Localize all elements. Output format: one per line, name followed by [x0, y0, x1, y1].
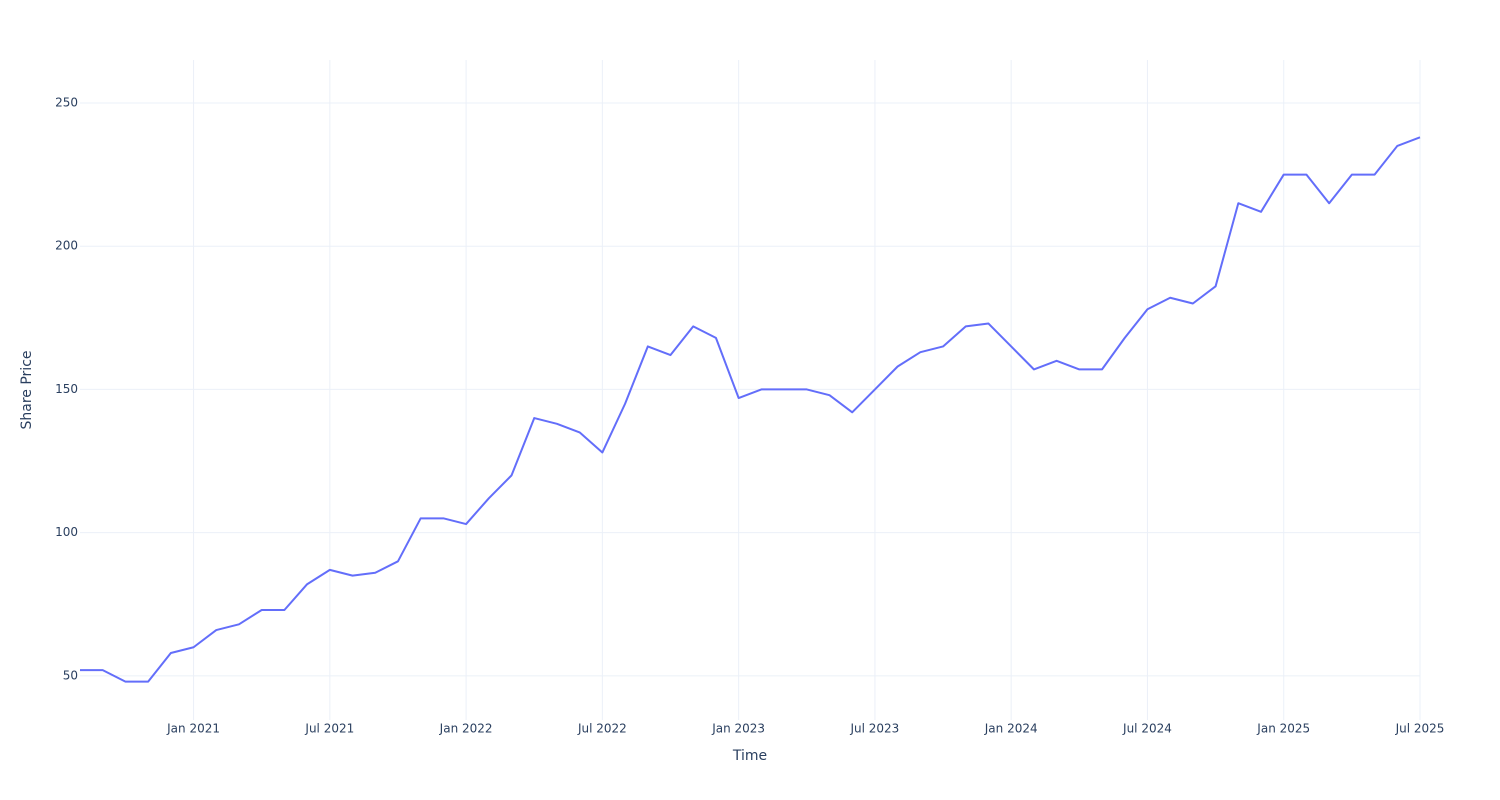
x-tick-label: Jan 2021: [166, 722, 220, 736]
y-tick-label: 250: [55, 95, 78, 109]
x-tick-label: Jul 2021: [304, 722, 354, 736]
x-tick-label: Jul 2023: [849, 722, 899, 736]
x-tick-label: Jan 2024: [984, 722, 1038, 736]
x-tick-label: Jul 2022: [577, 722, 627, 736]
y-tick-label: 50: [63, 668, 78, 682]
price-line: [80, 136, 1421, 683]
y-tick-label: 150: [55, 382, 78, 396]
x-tick-label: Jul 2024: [1122, 722, 1172, 736]
y-tick-label: 100: [55, 525, 78, 539]
x-tick-label: Jul 2025: [1395, 722, 1445, 736]
x-tick-label: Jan 2022: [439, 722, 493, 736]
x-axis-title: Time: [732, 748, 767, 764]
y-tick-label: 200: [55, 239, 78, 253]
y-axis-title: Share Price: [19, 350, 35, 429]
x-tick-label: Jan 2025: [1256, 722, 1310, 736]
x-tick-label: Jan 2023: [711, 722, 765, 736]
